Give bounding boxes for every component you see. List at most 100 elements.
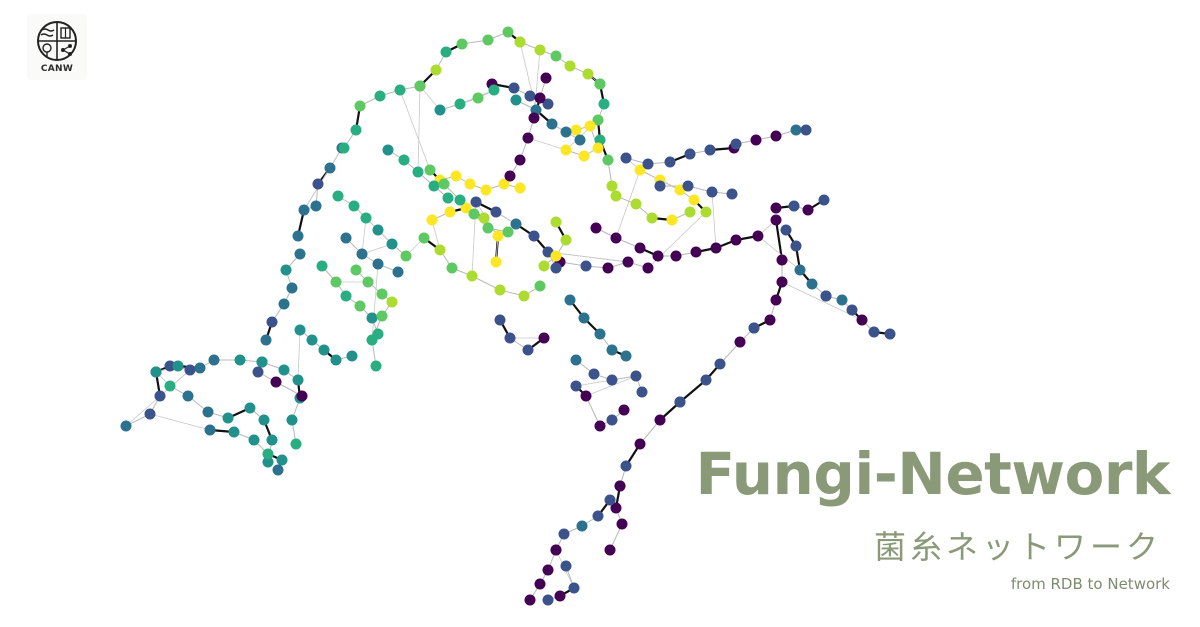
network-node <box>610 502 622 514</box>
network-node <box>540 72 552 84</box>
network-node <box>370 360 382 372</box>
network-node <box>726 188 738 200</box>
network-node <box>614 480 626 492</box>
network-node <box>538 332 550 344</box>
network-node <box>204 424 216 436</box>
network-node <box>594 420 606 432</box>
network-node <box>522 132 534 144</box>
network-node <box>802 204 814 216</box>
network-node <box>576 520 588 532</box>
network-edge <box>417 85 421 173</box>
japanese-subtitle: 菌糸ネットワーク <box>873 528 1162 566</box>
network-node <box>412 166 424 178</box>
network-node <box>510 218 522 230</box>
network-node <box>482 34 494 46</box>
network-node <box>806 278 818 290</box>
network-node <box>604 544 616 556</box>
network-node <box>564 294 576 306</box>
network-node <box>578 312 590 324</box>
network-node <box>550 216 562 228</box>
network-node <box>560 560 572 572</box>
network-node <box>164 380 176 392</box>
network-edges <box>125 31 891 601</box>
network-node <box>392 266 404 278</box>
network-node <box>248 434 260 446</box>
network-node <box>550 544 562 556</box>
network-node <box>278 364 290 376</box>
network-node <box>730 234 742 246</box>
network-node <box>222 412 234 424</box>
network-node <box>750 134 762 146</box>
network-node <box>290 438 302 450</box>
network-node <box>450 170 462 182</box>
network-node <box>580 260 592 272</box>
network-node <box>504 332 516 344</box>
network-node <box>438 178 450 190</box>
network-node <box>704 144 716 156</box>
network-node <box>836 294 848 306</box>
network-node <box>868 326 880 338</box>
network-node <box>534 44 546 56</box>
network-node <box>434 244 446 256</box>
network-node <box>386 296 398 308</box>
network-node <box>366 334 378 346</box>
network-node <box>228 426 240 438</box>
network-edge <box>361 217 367 255</box>
network-node <box>252 366 264 378</box>
network-node <box>444 206 456 218</box>
network-edge <box>585 395 601 427</box>
network-node <box>154 390 166 402</box>
network-node <box>294 324 306 336</box>
network-node <box>578 150 590 162</box>
network-node <box>690 246 702 258</box>
network-node <box>580 390 592 402</box>
network-node <box>884 328 896 340</box>
logo-text: CANW <box>40 64 74 74</box>
network-edge <box>679 379 707 403</box>
network-node <box>296 390 308 402</box>
network-node <box>354 100 366 112</box>
network-edge <box>399 89 431 171</box>
network-node <box>492 230 504 242</box>
network-node <box>490 206 502 218</box>
network-node <box>524 594 536 606</box>
network-node <box>144 408 156 420</box>
network-node <box>534 92 546 104</box>
network-node <box>330 276 342 288</box>
network-node <box>488 84 500 96</box>
network-node <box>568 582 580 594</box>
network-edge <box>615 169 641 239</box>
network-edge <box>371 263 379 341</box>
network-node <box>730 138 742 150</box>
network-node <box>550 250 562 262</box>
network-node <box>634 164 646 176</box>
network-node <box>256 356 268 368</box>
network-node <box>440 46 452 58</box>
network-node <box>508 82 520 94</box>
network-node <box>318 344 330 356</box>
network-node <box>770 130 782 142</box>
network-node <box>346 350 358 362</box>
network-node <box>734 336 746 348</box>
network-node <box>262 456 274 468</box>
network-node <box>306 334 318 346</box>
network-node <box>266 316 278 328</box>
network-node <box>292 374 304 386</box>
network-node <box>202 406 214 418</box>
network-node <box>354 300 366 312</box>
network-node <box>498 178 510 190</box>
network-node <box>550 262 562 274</box>
network-node <box>594 78 606 90</box>
network-node <box>460 202 472 214</box>
network-node <box>434 104 446 116</box>
network-node <box>674 396 686 408</box>
network-node <box>194 362 206 374</box>
network-node <box>280 264 292 276</box>
network-node <box>470 196 482 208</box>
network-node <box>550 50 562 62</box>
network-node <box>272 464 284 476</box>
network-edge <box>149 413 211 431</box>
network-node <box>270 376 282 388</box>
network-node <box>324 162 336 174</box>
network-node <box>478 212 490 224</box>
